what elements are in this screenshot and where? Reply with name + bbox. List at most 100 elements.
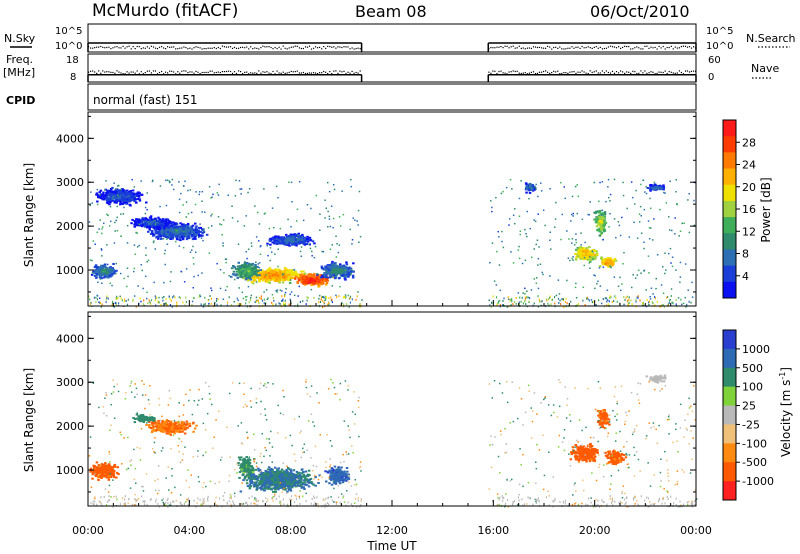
- power-cell: [273, 271, 276, 274]
- power-ground-cell: [507, 296, 509, 299]
- trace-dot: [512, 45, 514, 47]
- nave-tick-bottom: 0: [708, 72, 714, 83]
- power-ground-cell: [254, 301, 256, 304]
- power-speckle: [217, 216, 220, 218]
- power-cell: [170, 223, 174, 226]
- power-speckle: [342, 213, 345, 216]
- power-speckle: [296, 220, 298, 222]
- trace-dot: [561, 48, 563, 50]
- trace-dot: [140, 71, 142, 73]
- power-cell: [331, 267, 334, 270]
- power-ground-cell: [115, 297, 117, 300]
- trace-dot: [240, 71, 242, 73]
- power-cell: [109, 194, 113, 197]
- power-cell: [136, 198, 139, 200]
- power-cell: [191, 224, 195, 227]
- trace-dot: [195, 46, 197, 48]
- power-cell: [646, 187, 650, 189]
- trace-dot: [654, 46, 656, 48]
- power-speckle: [115, 187, 117, 190]
- power-speckle: [285, 287, 287, 290]
- power-cell: [596, 229, 600, 232]
- power-cell: [280, 271, 283, 274]
- power-cell: [186, 235, 189, 238]
- power-speckle: [643, 208, 646, 211]
- trace-dot: [609, 45, 612, 47]
- power-cell: [245, 275, 248, 278]
- power-cell: [324, 279, 327, 282]
- power-cell: [279, 274, 282, 277]
- power-cell: [175, 223, 179, 226]
- power-cell: [156, 226, 159, 229]
- power-speckle: [116, 230, 119, 232]
- trace-dot: [345, 46, 347, 48]
- power-cell: [326, 279, 329, 282]
- trace-dot: [211, 47, 213, 49]
- power-speckle: [308, 243, 310, 245]
- power-speckle: [170, 226, 172, 229]
- power-cell: [247, 269, 251, 271]
- power-speckle: [671, 229, 673, 232]
- power-cell: [176, 238, 179, 241]
- power-speckle: [281, 274, 284, 276]
- power-cell: [292, 271, 296, 274]
- power-speckle: [201, 190, 204, 193]
- trace-dot: [132, 71, 134, 73]
- power-cell: [183, 233, 186, 236]
- power-cell: [181, 238, 185, 241]
- power-speckle: [615, 236, 617, 239]
- power-cell: [290, 243, 294, 246]
- power-ground-cell: [322, 306, 324, 308]
- power-cell: [121, 202, 124, 205]
- power-speckle: [203, 303, 205, 306]
- power-cell: [186, 229, 190, 231]
- power-cell: [107, 269, 111, 271]
- power-speckle: [622, 181, 624, 184]
- power-speckle: [609, 200, 611, 202]
- trace-dot: [193, 47, 195, 49]
- power-ground-cell: [582, 299, 584, 302]
- power-cell: [151, 232, 155, 235]
- power-ground-cell: [126, 303, 129, 306]
- trace-dot: [526, 73, 528, 75]
- power-speckle: [201, 211, 203, 213]
- trace-dot: [203, 48, 205, 50]
- power-cell: [148, 225, 151, 228]
- power-speckle: [572, 215, 574, 217]
- power-speckle: [693, 224, 696, 227]
- power-ground-cell: [631, 303, 633, 306]
- power-ground-cell: [537, 295, 539, 298]
- power-cell: [269, 278, 273, 281]
- power-cell: [155, 236, 158, 239]
- power-cell: [596, 253, 599, 256]
- trace-dot: [605, 70, 607, 72]
- trace-dot: [597, 72, 599, 74]
- power-cell: [302, 239, 306, 242]
- trace-dot: [207, 47, 209, 49]
- power-speckle: [134, 195, 137, 198]
- power-speckle: [199, 294, 201, 296]
- power-speckle: [352, 217, 354, 219]
- power-speckle: [185, 216, 188, 218]
- trace-dot: [559, 46, 561, 48]
- power-cell: [182, 230, 186, 233]
- power-speckle: [333, 262, 335, 265]
- power-speckle: [327, 210, 329, 213]
- power-speckle: [524, 228, 526, 231]
- trace-dot: [642, 48, 644, 50]
- power-cell: [342, 270, 346, 273]
- trace-dot: [575, 46, 577, 48]
- trace-dot: [270, 73, 272, 75]
- power-speckle: [92, 240, 95, 242]
- power-speckle: [277, 265, 279, 268]
- power-cell: [174, 228, 177, 231]
- power-speckle: [298, 181, 301, 183]
- power-speckle: [534, 220, 537, 223]
- power-cell: [316, 273, 319, 276]
- power-ground-cell: [656, 300, 658, 303]
- power-speckle: [289, 279, 292, 281]
- power-speckle: [122, 213, 125, 215]
- power-cell: [271, 275, 274, 278]
- power-cell: [313, 272, 316, 275]
- power-ground-cell: [106, 295, 108, 298]
